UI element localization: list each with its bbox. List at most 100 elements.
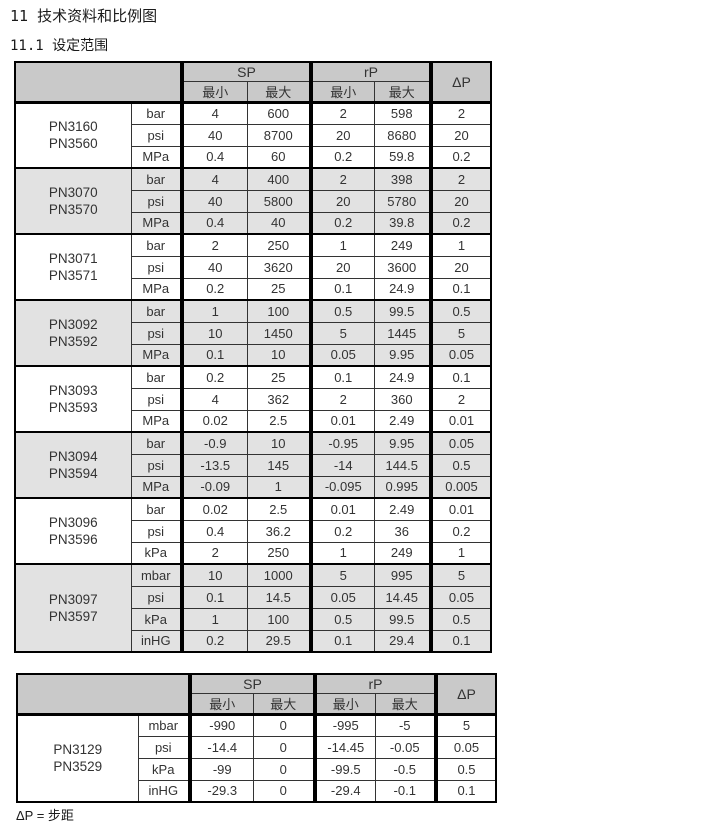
model-number: PN3093 <box>48 383 98 398</box>
sp-min-cell: 40 <box>180 123 248 147</box>
sp-min-cell: 0.02 <box>180 409 248 433</box>
dp-cell: 0.01 <box>429 409 492 433</box>
sp-min-cell: 4 <box>180 101 248 125</box>
rp-min-cell: 0.05 <box>309 343 375 367</box>
table-row: PN3094 PN3594 bar -0.9 10 -0.95 9.95 0.05 <box>14 431 492 499</box>
table-row: psi 40 5800 20 5780 20 <box>15 189 492 213</box>
model-number: PN3071 <box>48 251 98 266</box>
col-header-rp: rP <box>309 61 432 82</box>
rp-min-cell: 0.2 <box>309 211 375 235</box>
col-header-sp-min: 最小 <box>180 80 248 104</box>
rp-min-cell: -29.4 <box>313 779 376 803</box>
dp-cell: 1 <box>429 541 492 565</box>
unit-cell: psi <box>130 387 183 411</box>
dp-cell: 0.2 <box>429 145 492 169</box>
rp-max-cell: 144.5 <box>373 453 432 477</box>
dp-cell: 0.05 <box>429 431 492 455</box>
rp-max-cell: 14.45 <box>373 585 432 609</box>
table-row: PN3129 PN3529 mbar -990 0 -995 -5 5 <box>16 713 497 803</box>
model-number: PN3096 <box>48 515 98 530</box>
unit-cell: psi <box>130 453 183 477</box>
rp-min-cell: 0.05 <box>309 585 375 609</box>
rp-max-cell: 99.5 <box>373 607 432 631</box>
model-cell: PN3097 PN3597 <box>14 563 132 653</box>
unit-cell: psi <box>130 519 183 543</box>
sp-min-cell: 0.2 <box>180 629 248 653</box>
sp-min-cell: 0.4 <box>180 145 248 169</box>
dp-cell: 0.05 <box>429 585 492 609</box>
sp-max-cell: 1 <box>246 475 312 499</box>
rp-max-cell: 249 <box>373 233 432 257</box>
col-header-rp-max: 最大 <box>373 80 432 104</box>
sp-max-cell: 1000 <box>246 563 312 587</box>
sp-min-cell: -0.09 <box>180 475 248 499</box>
model-cell: PN3096 PN3596 <box>14 497 132 565</box>
rp-min-cell: 5 <box>309 563 375 587</box>
rp-min-cell: 0.5 <box>309 299 375 323</box>
dp-cell: 0.1 <box>429 629 492 653</box>
sp-min-cell: 0.4 <box>180 519 248 543</box>
dp-cell: 0.1 <box>429 365 492 389</box>
model-number: PN3160 <box>48 119 98 135</box>
rp-max-cell: 5780 <box>373 189 432 213</box>
unit-cell: psi <box>130 123 183 147</box>
rp-max-cell: 398 <box>373 167 432 191</box>
section-title: 11 技术资料和比例图 <box>10 7 158 25</box>
unit-cell: MPa <box>130 145 183 169</box>
col-header-rp-max: 最大 <box>374 692 437 716</box>
rp-min-cell: 2 <box>309 167 375 191</box>
tables-container: SP rP ΔP 最小 最大 最小 最大 PN3160 PN3560 bar 4 600 2 598 2 ps… <box>14 61 724 803</box>
dp-cell: 0.05 <box>434 735 497 759</box>
unit-cell: psi <box>130 585 183 609</box>
unit-cell: bar <box>130 497 183 521</box>
col-header-sp-min: 最小 <box>188 692 254 716</box>
rp-max-cell: 39.8 <box>373 211 432 235</box>
sp-max-cell: 60 <box>246 145 312 169</box>
rp-max-cell: 29.4 <box>373 629 432 653</box>
table-row: PN3160 PN3560 bar 4 600 2 598 2 <box>14 101 492 169</box>
rp-max-cell: 598 <box>373 101 432 125</box>
rp-max-cell: -0.05 <box>374 735 437 759</box>
rp-min-cell: -0.095 <box>309 475 375 499</box>
corner-blank-cell <box>16 673 191 716</box>
rp-max-cell: 24.9 <box>373 365 432 389</box>
table-row: kPa 1 100 0.5 99.5 0.5 <box>15 607 492 631</box>
sp-min-cell: 0.1 <box>180 343 248 367</box>
subsection-title: 11.1 设定范围 <box>10 38 109 54</box>
col-header-sp: SP <box>180 61 312 82</box>
table-row: PN3096 PN3596 bar 0.02 2.5 0.01 2.49 0.01 <box>14 497 492 565</box>
rp-min-cell: -995 <box>313 713 376 737</box>
unit-cell: bar <box>130 431 183 455</box>
rp-min-cell: 1 <box>309 233 375 257</box>
table-row: PN3092 PN3592 bar 1 100 0.5 99.5 0.5 <box>14 299 492 367</box>
unit-cell: psi <box>137 735 191 759</box>
rp-max-cell: 36 <box>373 519 432 543</box>
unit-cell: psi <box>130 321 183 345</box>
col-header-dp: ΔP <box>434 673 497 716</box>
sp-max-cell: 400 <box>246 167 312 191</box>
rp-min-cell: 20 <box>309 123 375 147</box>
rp-min-cell: -0.95 <box>309 431 375 455</box>
sp-min-cell: 2 <box>180 541 248 565</box>
sp-min-cell: 0.2 <box>180 277 248 301</box>
unit-cell: MPa <box>130 211 183 235</box>
rp-min-cell: 0.01 <box>309 409 375 433</box>
dp-cell: 20 <box>429 189 492 213</box>
unit-cell: kPa <box>130 607 183 631</box>
unit-cell: psi <box>130 189 183 213</box>
unit-cell: bar <box>130 167 183 191</box>
sp-max-cell: 362 <box>246 387 312 411</box>
dp-cell: 0.5 <box>429 299 492 323</box>
rp-max-cell: 360 <box>373 387 432 411</box>
model-number: PN3529 <box>53 759 103 775</box>
table-row: psi 40 3620 20 3600 20 <box>15 255 492 279</box>
table-row: psi 10 1450 5 1445 5 <box>15 321 492 345</box>
setting-range-table-1: SP rP ΔP 最小 最大 最小 最大 PN3160 PN3560 bar 4 600 2 598 2 ps… <box>14 61 492 653</box>
rp-min-cell: 0.1 <box>309 277 375 301</box>
table-row: kPa 2 250 1 249 1 <box>15 541 492 565</box>
col-header-sp-max: 最大 <box>246 80 312 104</box>
unit-cell: mbar <box>137 713 191 737</box>
table-row: psi 40 8700 20 8680 20 <box>15 123 492 147</box>
sp-min-cell: -29.3 <box>188 779 254 803</box>
sp-max-cell: 10 <box>246 431 312 455</box>
